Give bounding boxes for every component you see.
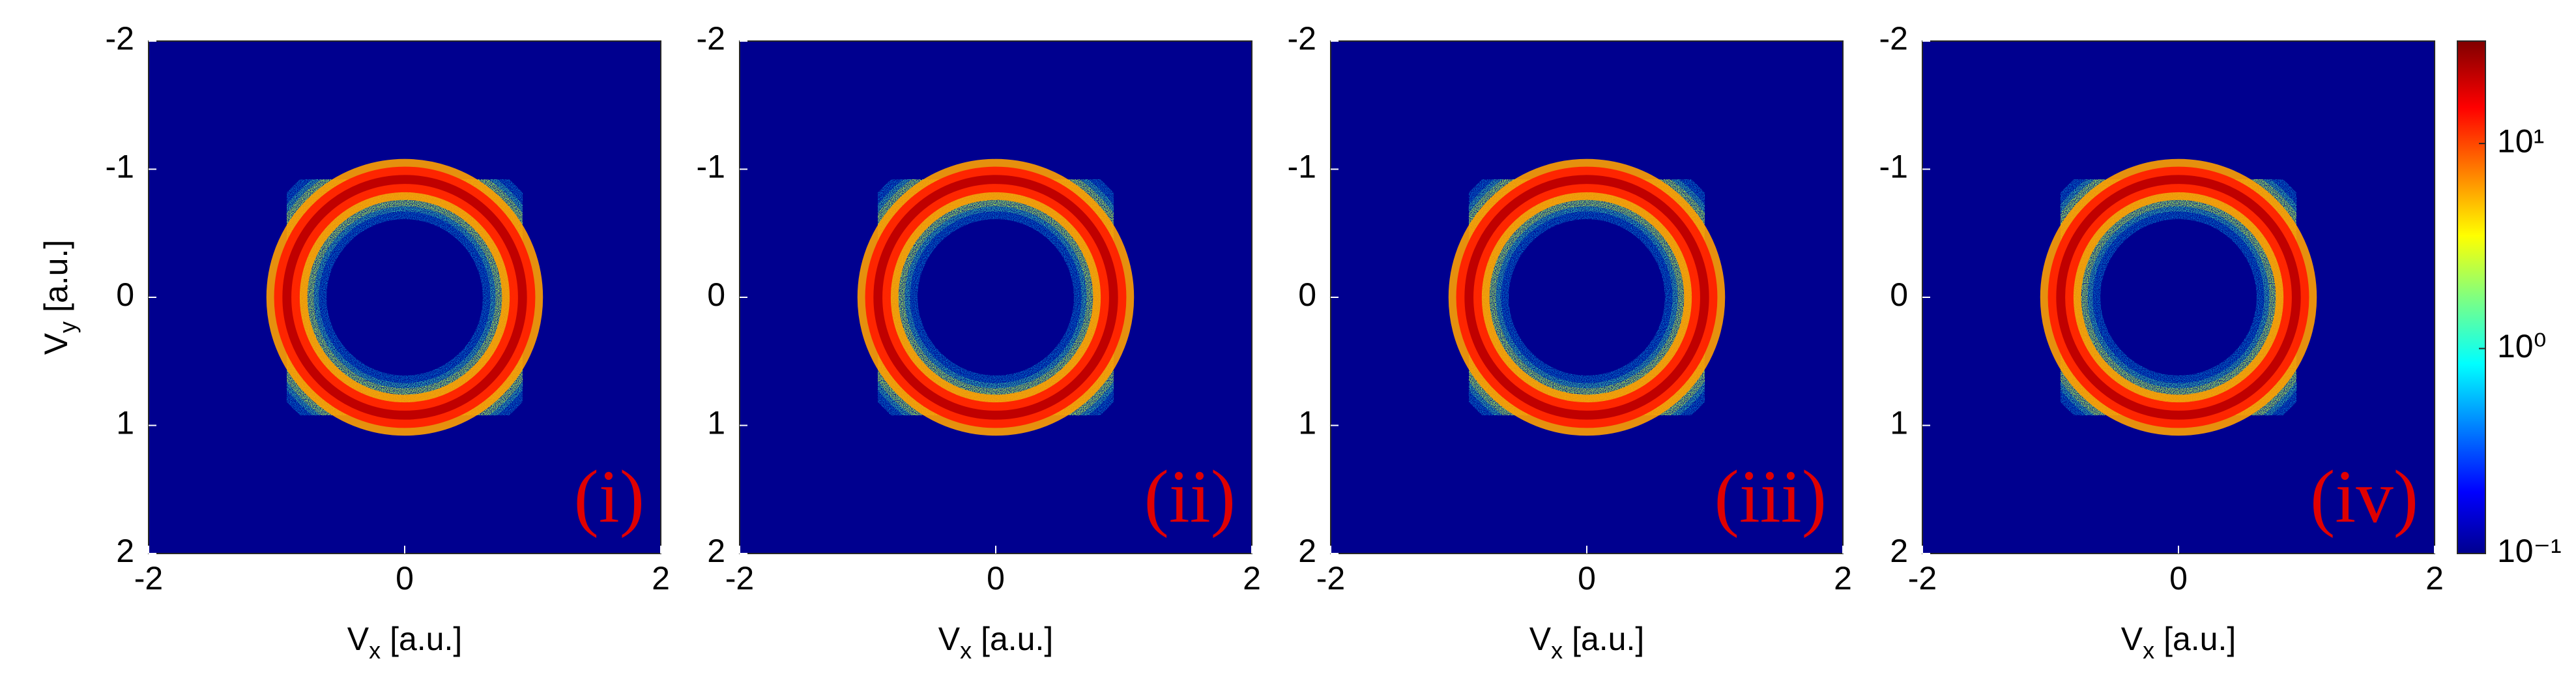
colorbar-tick-label: 10⁻¹ xyxy=(2497,533,2562,569)
x-tick-label: 2 xyxy=(1243,560,1261,597)
y-tick-label: 2 xyxy=(1298,533,1316,569)
axis-label: Vx [a.u.] xyxy=(347,621,463,663)
y-tick-label: 2 xyxy=(1890,533,1908,569)
plot-background xyxy=(740,41,1252,554)
y-tick-label: 0 xyxy=(707,276,725,313)
axis-unit: [a.u.] xyxy=(981,621,1053,657)
plot-background xyxy=(1331,41,1843,554)
colorbar-tick-label: 10¹ xyxy=(2497,123,2544,159)
x-tick-label: -2 xyxy=(1316,560,1345,597)
x-tick-label: -2 xyxy=(725,560,754,597)
y-tick-label: -1 xyxy=(106,149,134,185)
axis-unit: [a.u.] xyxy=(38,240,74,312)
plot-background xyxy=(149,41,661,554)
y-tick-label: -1 xyxy=(1288,149,1316,185)
axis-subscript: y xyxy=(54,321,81,333)
y-tick-label: -2 xyxy=(1879,20,1908,57)
ring-density xyxy=(873,175,1118,420)
colorbar-tick-label: 10⁰ xyxy=(2497,328,2547,364)
y-tick-label: 2 xyxy=(707,533,725,569)
x-tick-label: 0 xyxy=(987,560,1005,597)
panel-label: (iii) xyxy=(1715,455,1827,538)
axis-subscript: x xyxy=(1551,637,1563,664)
y-tick-label: 2 xyxy=(116,533,134,569)
axis-symbol: V xyxy=(938,621,961,657)
axis-label: Vx [a.u.] xyxy=(938,621,1054,663)
ring-density xyxy=(1464,175,1709,420)
y-tick-label: -2 xyxy=(1288,20,1316,57)
ring-density xyxy=(2056,175,2301,420)
y-tick-label: 1 xyxy=(1298,405,1316,441)
axis-label: Vx [a.u.] xyxy=(1529,621,1645,663)
x-tick-label: 0 xyxy=(2169,560,2188,597)
y-tick-label: -2 xyxy=(697,20,725,57)
x-tick-label: 0 xyxy=(1578,560,1596,597)
y-tick-label: 1 xyxy=(116,405,134,441)
ring-group xyxy=(838,140,1153,455)
axis-unit: [a.u.] xyxy=(1572,621,1644,657)
plot-background xyxy=(1922,41,2435,554)
axis-subscript: x xyxy=(369,637,381,664)
ring-group xyxy=(1429,140,1744,455)
y-tick-label: 0 xyxy=(1298,276,1316,313)
panel-label: (iv) xyxy=(2310,455,2418,538)
x-tick-label: -2 xyxy=(1908,560,1937,597)
panel-label: (ii) xyxy=(1144,455,1236,538)
ring-density xyxy=(282,175,527,420)
axis-label: Vy [a.u.] xyxy=(38,240,80,355)
x-tick-label: 2 xyxy=(652,560,670,597)
y-tick-label: 0 xyxy=(1890,276,1908,313)
axis-subscript: x xyxy=(960,637,972,664)
ring-group xyxy=(2021,140,2336,455)
x-tick-label: 0 xyxy=(396,560,414,597)
colorbar xyxy=(2457,40,2486,554)
panel-label: (i) xyxy=(573,455,644,538)
y-tick-label: -1 xyxy=(697,149,725,185)
axis-unit: [a.u.] xyxy=(2164,621,2236,657)
axis-label: Vx [a.u.] xyxy=(2121,621,2236,663)
x-tick-label: 2 xyxy=(2425,560,2444,597)
axis-symbol: V xyxy=(347,621,369,657)
y-tick-label: 0 xyxy=(116,276,134,313)
y-tick-label: 1 xyxy=(707,405,725,441)
ring-group xyxy=(247,140,562,455)
axis-subscript: x xyxy=(2143,637,2154,664)
axis-symbol: V xyxy=(2121,621,2143,657)
x-tick-label: -2 xyxy=(134,560,163,597)
y-tick-label: -2 xyxy=(106,20,134,57)
y-tick-label: 1 xyxy=(1890,405,1908,441)
axis-symbol: V xyxy=(1529,621,1552,657)
x-tick-label: 2 xyxy=(1834,560,1852,597)
axis-unit: [a.u.] xyxy=(390,621,462,657)
axis-symbol: V xyxy=(38,333,74,355)
y-tick-label: -1 xyxy=(1879,149,1908,185)
